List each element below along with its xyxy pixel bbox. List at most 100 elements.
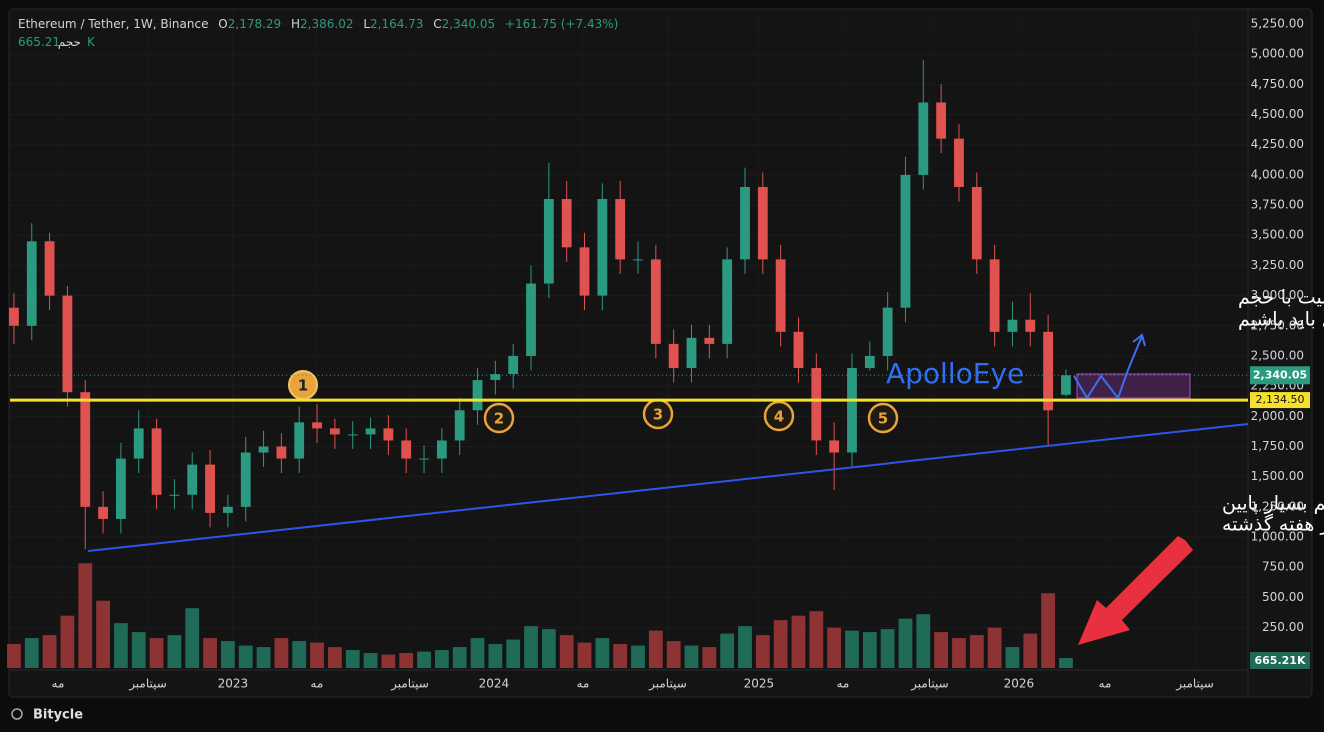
volume-bar bbox=[220, 641, 235, 668]
candle-body bbox=[9, 307, 19, 326]
marker-label: 5 bbox=[878, 410, 888, 428]
volume-bar bbox=[862, 632, 877, 668]
volume-bar bbox=[1005, 647, 1020, 668]
y-tick-label: 1,000.00 bbox=[1251, 530, 1304, 544]
legend-header: Ethereum / Tether, 1W, Binance O2,178.29… bbox=[18, 17, 618, 31]
candle-body bbox=[1007, 319, 1018, 332]
zigzag-arrow bbox=[1073, 335, 1143, 401]
volume-bar bbox=[934, 632, 949, 668]
x-tick-label: 2026 bbox=[1004, 677, 1035, 691]
candle-body bbox=[864, 355, 875, 369]
candle-body bbox=[383, 428, 394, 441]
volume-bar bbox=[1059, 658, 1073, 668]
candle-body bbox=[62, 295, 73, 393]
marker-label: 4 bbox=[774, 408, 784, 426]
volume-bar bbox=[898, 618, 913, 668]
volume-bar bbox=[720, 633, 735, 668]
volume-bar bbox=[506, 639, 521, 668]
volume-bar bbox=[791, 615, 806, 668]
candle-body bbox=[900, 174, 911, 308]
volume-bar bbox=[452, 647, 467, 668]
candle-body bbox=[454, 410, 465, 441]
volume-bar bbox=[488, 644, 503, 668]
candle-body bbox=[205, 464, 215, 513]
volume-bar bbox=[167, 635, 182, 668]
volume-header: حجم 665.21K bbox=[18, 35, 96, 49]
y-tick-label: 3,000.00 bbox=[1251, 288, 1304, 302]
arrow-head bbox=[1132, 333, 1146, 347]
marker-label: 3 bbox=[653, 406, 663, 424]
volume-bar bbox=[702, 647, 717, 668]
candle-body bbox=[98, 506, 108, 519]
volume-bar bbox=[631, 645, 645, 668]
candle-body bbox=[312, 422, 322, 429]
x-tick-label: مه bbox=[52, 677, 65, 691]
volume-bar bbox=[809, 611, 824, 668]
x-tick-label: سپتامبر bbox=[1175, 677, 1214, 692]
volume-bar bbox=[969, 635, 984, 668]
candle-body bbox=[793, 331, 804, 369]
o-key: O bbox=[218, 17, 227, 31]
candle-body bbox=[490, 374, 501, 381]
x-tick-label: 2024 bbox=[479, 677, 510, 691]
candle-body bbox=[169, 494, 180, 496]
candle-body bbox=[668, 343, 679, 369]
volume-bar bbox=[773, 620, 788, 668]
candle-body bbox=[436, 440, 447, 459]
plot bbox=[7, 10, 1248, 668]
level-badge bbox=[1250, 392, 1310, 409]
candle-body bbox=[472, 380, 483, 411]
candle-body bbox=[597, 199, 608, 296]
volume-bar bbox=[845, 630, 859, 668]
y-tick-label: 3,750.00 bbox=[1251, 198, 1304, 212]
marker-circle bbox=[867, 402, 899, 434]
candle-body bbox=[419, 458, 429, 460]
candle-body bbox=[329, 428, 340, 435]
candle-body bbox=[811, 368, 822, 441]
volume-bar bbox=[541, 629, 556, 668]
candle-body bbox=[936, 102, 947, 139]
candle-body bbox=[847, 368, 857, 453]
volume-bar bbox=[738, 626, 752, 668]
note: در هفته گذشته bbox=[1222, 513, 1324, 536]
volume-bar bbox=[256, 647, 271, 668]
volume-bar bbox=[203, 638, 217, 668]
x-tick-label: سپتامبر bbox=[390, 677, 429, 692]
volume-label: 665.21K bbox=[1255, 654, 1306, 667]
volume-bar bbox=[42, 635, 57, 668]
candle-body bbox=[740, 186, 750, 260]
volume-bar bbox=[648, 630, 663, 668]
candle-body bbox=[561, 199, 572, 248]
volume-bar bbox=[577, 642, 592, 668]
y-tick-label: 2,000.00 bbox=[1251, 409, 1304, 423]
change: +161.75 (+7.43%) bbox=[505, 17, 618, 31]
x-tick-label: مه bbox=[1099, 677, 1112, 691]
candle-body bbox=[222, 506, 233, 513]
volume-bar bbox=[434, 650, 449, 668]
candle-body bbox=[882, 307, 893, 356]
marker-circle bbox=[763, 400, 795, 432]
footer-brand[interactable]: Bitycle bbox=[33, 708, 83, 723]
candle-body bbox=[971, 186, 982, 260]
y-tick-label: 3,250.00 bbox=[1251, 258, 1304, 272]
volume-bar bbox=[952, 638, 966, 668]
l-key: L bbox=[363, 17, 370, 31]
volume-bar bbox=[96, 600, 110, 668]
volume-bar bbox=[292, 641, 307, 668]
marker-circle bbox=[483, 402, 515, 434]
candle-body bbox=[26, 241, 37, 326]
candle-body bbox=[276, 446, 287, 459]
o-value: 2,178.29 bbox=[228, 17, 281, 31]
candle-body bbox=[151, 428, 162, 495]
note: قابل قبول باید باشیم bbox=[1238, 309, 1324, 331]
y-tick-label: 4,750.00 bbox=[1251, 77, 1304, 91]
candle-body bbox=[347, 434, 358, 436]
volume-bar bbox=[7, 644, 21, 668]
candle-body bbox=[579, 247, 590, 296]
y-tick-label: 500.00 bbox=[1262, 590, 1304, 604]
volume-key: حجم bbox=[58, 35, 81, 49]
candle-body bbox=[187, 464, 198, 495]
candle-body bbox=[1043, 331, 1054, 411]
symbol: Ethereum / Tether, 1W, Binance bbox=[18, 17, 208, 31]
